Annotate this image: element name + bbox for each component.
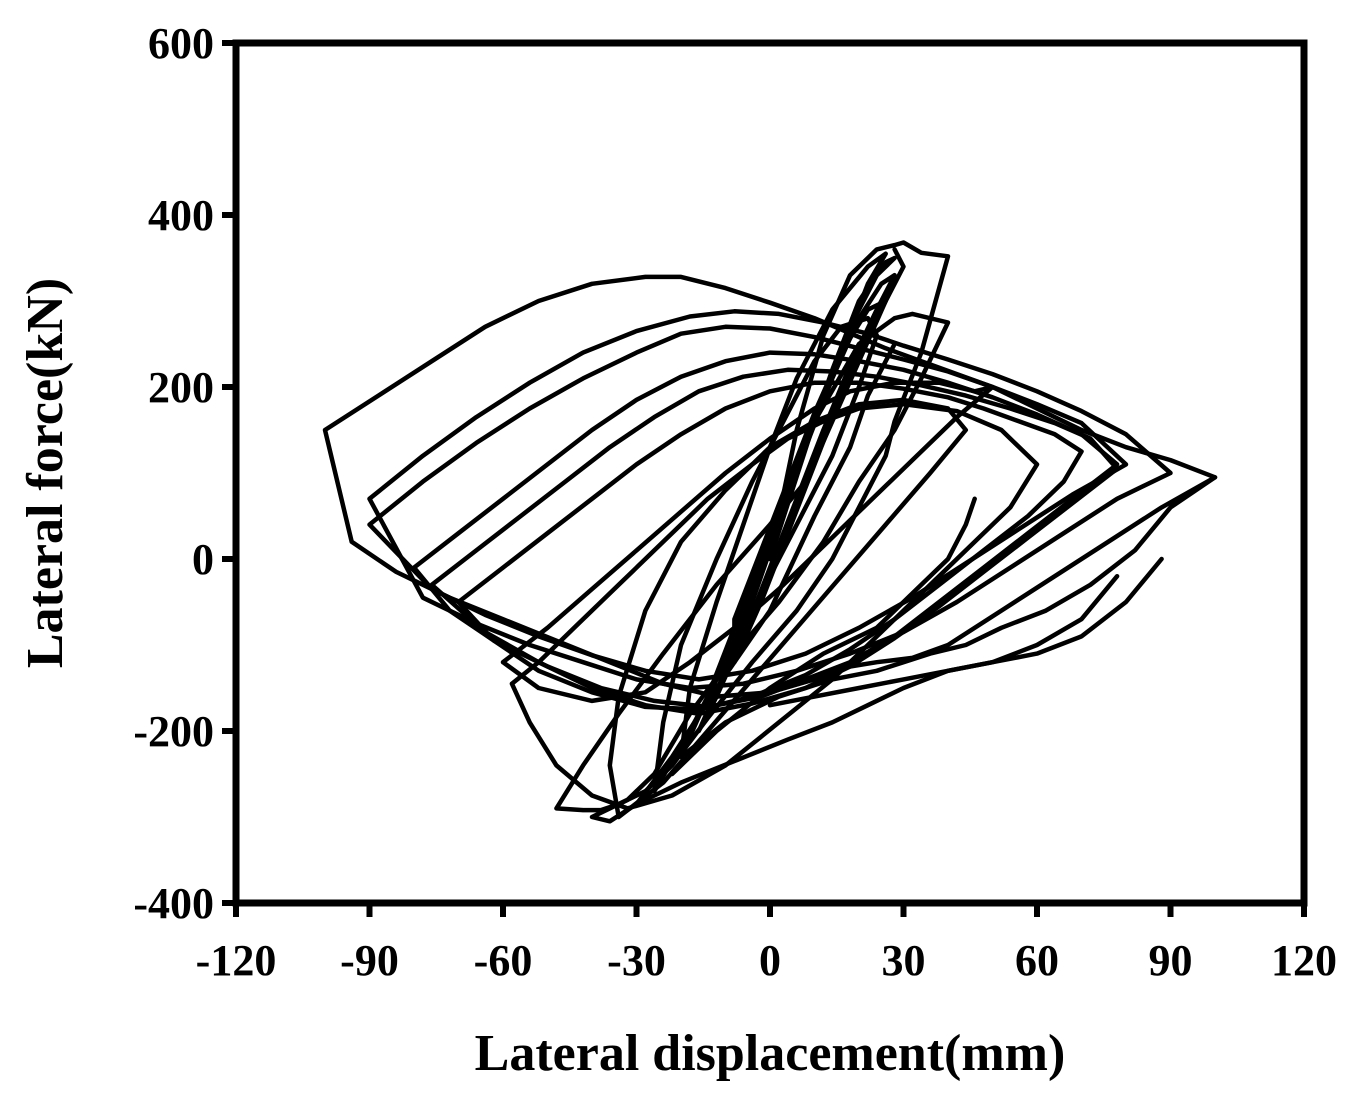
hysteresis-loop-16 bbox=[732, 298, 888, 665]
hysteresis-loop-4 bbox=[367, 309, 1173, 691]
hysteresis-loop-2 bbox=[589, 311, 951, 824]
hysteresis-loop-5 bbox=[367, 324, 1129, 682]
hysteresis-loop-15 bbox=[714, 272, 897, 699]
x-tick-label: 90 bbox=[1149, 936, 1193, 985]
hysteresis-loop-8 bbox=[456, 380, 1084, 712]
y-tick-label: 0 bbox=[192, 535, 214, 584]
hysteresis-loop-13 bbox=[678, 251, 888, 760]
x-tick-label: -60 bbox=[474, 936, 533, 985]
hysteresis-loop-9 bbox=[500, 380, 995, 704]
y-axis-ticks: -400 -200 0 200 400 600 bbox=[133, 19, 236, 928]
hysteresis-loop-14 bbox=[696, 255, 897, 734]
x-axis-title: Lateral displacement(mm) bbox=[475, 1025, 1066, 1082]
hysteresis-loop-3 bbox=[322, 274, 1218, 699]
plot-frame bbox=[232, 39, 1308, 907]
y-tick-label: -200 bbox=[133, 707, 214, 756]
hysteresis-loop-19 bbox=[634, 556, 1164, 807]
x-tick-label: -30 bbox=[607, 936, 666, 985]
x-tick-label: -120 bbox=[196, 936, 277, 985]
y-tick-label: 200 bbox=[148, 363, 214, 412]
y-tick-label: -400 bbox=[133, 879, 214, 928]
hysteresis-loop-20 bbox=[767, 573, 1120, 708]
x-tick-label: 60 bbox=[1015, 936, 1059, 985]
x-axis-ticks: -120 -90 -60 -30 0 30 60 90 120 bbox=[196, 903, 1337, 985]
x-tick-label: 120 bbox=[1271, 936, 1337, 985]
x-tick-label: 30 bbox=[882, 936, 926, 985]
y-axis-title: Lateral force(kN) bbox=[17, 278, 74, 668]
hysteresis-loops bbox=[322, 240, 1218, 824]
hysteresis-loop-10 bbox=[509, 401, 1040, 811]
hysteresis-loop-18 bbox=[678, 475, 1218, 760]
x-tick-label: -90 bbox=[340, 936, 399, 985]
hysteresis-loop-11 bbox=[607, 397, 969, 820]
y-tick-label: 600 bbox=[148, 19, 214, 68]
x-tick-label: 0 bbox=[759, 936, 781, 985]
y-tick-label: 400 bbox=[148, 191, 214, 240]
